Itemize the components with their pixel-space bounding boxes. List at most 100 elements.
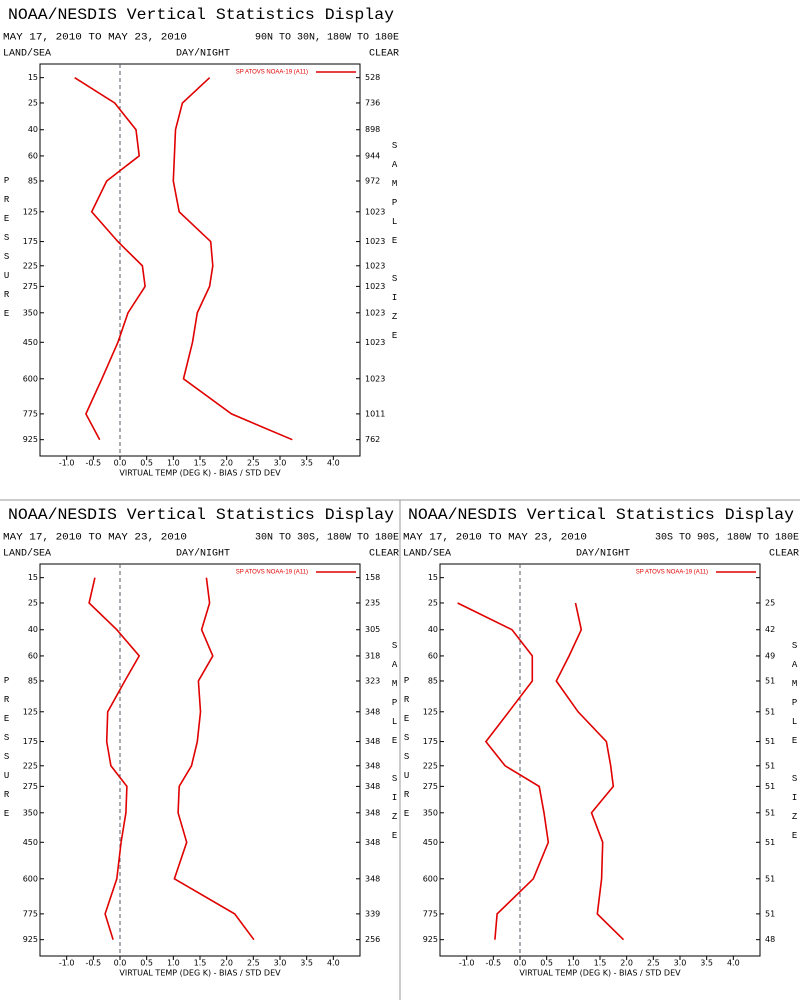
y-tick-label: 350 [423, 808, 438, 817]
y-tick-label: 175 [23, 237, 38, 246]
y-tick-label: 125 [23, 707, 38, 716]
region: 30S TO 90S, 180W TO 180E [655, 533, 799, 544]
sample-size: 49 [765, 651, 775, 660]
sample-size: 898 [365, 125, 380, 134]
x-tick-label: 0.5 [540, 959, 553, 968]
x-tick-label: 2.5 [247, 459, 260, 468]
y-tick-label: 60 [28, 151, 38, 160]
y-tick-label: 85 [428, 676, 438, 685]
sample-size: 348 [365, 838, 380, 847]
x-tick-label: -0.5 [86, 459, 102, 468]
sample-size: 348 [365, 761, 380, 770]
y-tick-label: 225 [423, 761, 438, 770]
sky-label: CLEAR [369, 49, 399, 60]
y-tick-label: 40 [28, 125, 38, 134]
sample-size: 158 [365, 573, 380, 582]
y-tick-label: 25 [28, 598, 38, 607]
y2-axis-label: SAMPLE SIZE [390, 641, 400, 850]
x-tick-label: 1.5 [194, 459, 207, 468]
sample-size: 348 [365, 808, 380, 817]
x-tick-label: 1.5 [194, 959, 207, 968]
x-tick-label: 2.5 [247, 959, 260, 968]
sample-size: 51 [765, 808, 775, 817]
x-tick-label: 4.0 [327, 459, 340, 468]
x-tick-label: 1.0 [167, 459, 180, 468]
y-tick-label: 775 [23, 909, 38, 918]
sample-size: 305 [365, 625, 380, 634]
x-tick-label: -1.0 [59, 459, 75, 468]
y-tick-label: 125 [423, 707, 438, 716]
x-tick-label: 0.5 [140, 459, 153, 468]
sample-size: 256 [365, 935, 380, 944]
x-tick-label: 0.0 [114, 959, 127, 968]
chart-title: NOAA/NESDIS Vertical Statistics Display [8, 6, 394, 24]
legend-label: SP ATOVS NOAA-19 (A11) [236, 570, 308, 576]
y2-axis-label: SAMPLE SIZE [390, 141, 400, 350]
x-tick-label: 0.0 [514, 959, 527, 968]
sample-size: 348 [365, 737, 380, 746]
sample-size: 762 [365, 435, 380, 444]
y-tick-label: 925 [23, 935, 38, 944]
sample-size: 51 [765, 737, 775, 746]
y-tick-label: 275 [23, 782, 38, 791]
x-tick-label: -1.0 [59, 959, 75, 968]
x-axis-label: VIRTUAL TEMP (DEG K) - BIAS / STD DEV [519, 969, 681, 978]
chart-subtitle: MAY 17, 2010 TO MAY 23, 2010 [3, 533, 187, 544]
y-tick-label: 125 [23, 207, 38, 216]
sample-size: 1023 [365, 374, 385, 383]
sample-size: 736 [365, 98, 380, 107]
sample-size: 348 [365, 874, 380, 883]
sample-size: 1023 [365, 308, 385, 317]
sample-size: 318 [365, 651, 380, 660]
region: 90N TO 30N, 180W TO 180E [255, 33, 399, 44]
x-tick-label: 3.0 [674, 959, 687, 968]
sample-size: 1023 [365, 261, 385, 270]
sample-size: 42 [765, 625, 775, 634]
x-tick-label: -0.5 [486, 959, 502, 968]
y-tick-label: 600 [23, 374, 38, 383]
y-tick-label: 350 [23, 808, 38, 817]
y-tick-label: 350 [23, 308, 38, 317]
chart-title: NOAA/NESDIS Vertical Statistics Display [408, 506, 794, 524]
x-tick-label: 3.5 [700, 959, 713, 968]
x-tick-label: 2.5 [647, 959, 660, 968]
legend-label: SP ATOVS NOAA-19 (A11) [636, 570, 708, 576]
panel: NOAA/NESDIS Vertical Statistics Display M… [2, 6, 400, 477]
y-tick-label: 925 [423, 935, 438, 944]
y-tick-label: 450 [423, 838, 438, 847]
y-tick-label: 225 [23, 261, 38, 270]
chart-subtitle: MAY 17, 2010 TO MAY 23, 2010 [3, 33, 187, 44]
sample-size: 1023 [365, 237, 385, 246]
x-tick-label: 3.0 [274, 459, 287, 468]
time-label: DAY/NIGHT [176, 48, 230, 60]
sample-size: 235 [365, 598, 380, 607]
y-tick-label: 40 [28, 625, 38, 634]
legend-label: SP ATOVS NOAA-19 (A11) [236, 70, 308, 76]
sample-size: 51 [765, 874, 775, 883]
y-tick-label: 600 [23, 874, 38, 883]
y-tick-label: 600 [423, 874, 438, 883]
x-tick-label: 4.0 [327, 959, 340, 968]
surface-label: LAND/SEA [3, 548, 51, 560]
x-tick-label: 1.5 [594, 959, 607, 968]
x-tick-label: 3.5 [300, 959, 313, 968]
sample-size: 528 [365, 73, 380, 82]
y-tick-label: 40 [428, 625, 438, 634]
x-axis-label: VIRTUAL TEMP (DEG K) - BIAS / STD DEV [119, 969, 281, 978]
x-tick-label: -0.5 [86, 959, 102, 968]
chart-subtitle: MAY 17, 2010 TO MAY 23, 2010 [403, 533, 587, 544]
chart-title: NOAA/NESDIS Vertical Statistics Display [8, 506, 394, 524]
surface-label: LAND/SEA [3, 48, 51, 60]
y-tick-label: 15 [28, 573, 38, 582]
x-tick-label: 0.0 [114, 459, 127, 468]
y-tick-label: 775 [23, 409, 38, 418]
x-tick-label: 0.5 [140, 959, 153, 968]
panel: NOAA/NESDIS Vertical Statistics Display M… [2, 506, 400, 977]
sky-label: CLEAR [369, 549, 399, 560]
x-axis-label: VIRTUAL TEMP (DEG K) - BIAS / STD DEV [119, 469, 281, 478]
sample-size: 51 [765, 676, 775, 685]
region: 30N TO 30S, 180W TO 180E [255, 533, 399, 544]
x-tick-label: 2.0 [220, 459, 233, 468]
x-tick-label: 1.0 [567, 959, 580, 968]
